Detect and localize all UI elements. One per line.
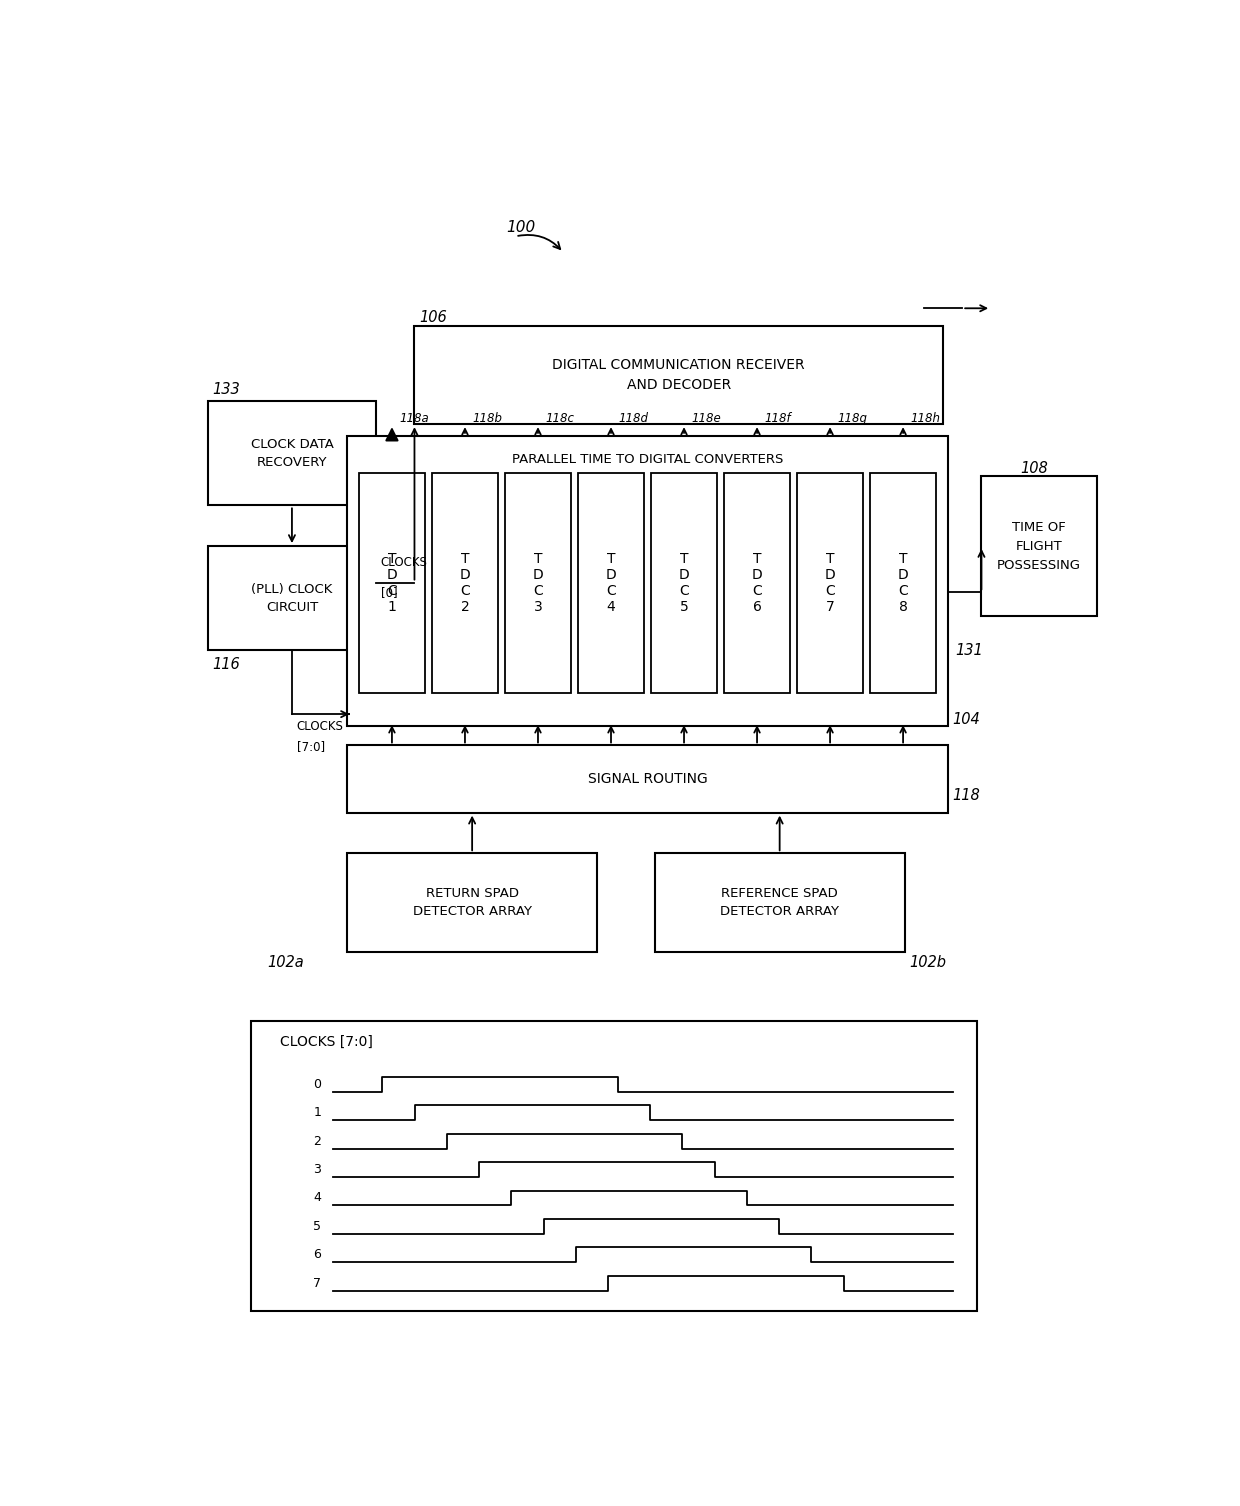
Text: SIGNAL ROUTING: SIGNAL ROUTING [588,773,707,786]
Text: 133: 133 [213,383,241,398]
FancyBboxPatch shape [347,854,596,952]
Text: REFERENCE SPAD
DETECTOR ARRAY: REFERENCE SPAD DETECTOR ARRAY [720,887,839,919]
Text: T
D
C
5: T D C 5 [678,551,689,614]
Text: 118: 118 [952,788,981,803]
Text: T
D
C
2: T D C 2 [460,551,470,614]
Text: 118g: 118g [838,413,868,425]
Text: 118e: 118e [692,413,722,425]
Text: 118f: 118f [765,413,791,425]
Text: T
D
C
3: T D C 3 [533,551,543,614]
Text: TIME OF
FLIGHT
POSSESSING: TIME OF FLIGHT POSSESSING [997,521,1081,571]
Text: 102b: 102b [909,955,946,970]
FancyBboxPatch shape [250,1021,977,1312]
FancyBboxPatch shape [505,473,572,693]
Text: 131: 131 [956,643,983,658]
Text: 0: 0 [314,1078,321,1090]
Text: T
D
C
6: T D C 6 [751,551,763,614]
FancyBboxPatch shape [578,473,645,693]
Text: 118b: 118b [472,413,502,425]
FancyBboxPatch shape [655,854,905,952]
Text: 1: 1 [314,1107,321,1119]
Text: [7:0]: [7:0] [296,739,325,753]
Text: 108: 108 [1019,461,1048,476]
FancyBboxPatch shape [414,325,944,425]
Text: 118d: 118d [619,413,649,425]
FancyBboxPatch shape [358,473,425,693]
Text: T
D
C
8: T D C 8 [898,551,909,614]
FancyBboxPatch shape [432,473,498,693]
Text: T
D
C
1: T D C 1 [387,551,397,614]
Text: 2: 2 [314,1134,321,1148]
FancyBboxPatch shape [651,473,717,693]
Text: PARALLEL TIME TO DIGITAL CONVERTERS: PARALLEL TIME TO DIGITAL CONVERTERS [512,452,784,465]
Text: 106: 106 [419,310,448,325]
Text: DIGITAL COMMUNICATION RECEIVER
AND DECODER: DIGITAL COMMUNICATION RECEIVER AND DECOD… [553,358,805,392]
Text: 118h: 118h [910,413,941,425]
FancyBboxPatch shape [870,473,936,693]
Text: CLOCK DATA
RECOVERY: CLOCK DATA RECOVERY [250,438,334,468]
Text: CLOCKS: CLOCKS [381,556,428,569]
FancyBboxPatch shape [724,473,790,693]
Text: [0]: [0] [381,586,398,599]
Text: (PLL) CLOCK
CIRCUIT: (PLL) CLOCK CIRCUIT [252,583,332,613]
Text: 118a: 118a [399,413,429,425]
FancyBboxPatch shape [208,401,376,506]
Text: 116: 116 [213,657,241,672]
FancyBboxPatch shape [347,745,947,813]
Text: 102a: 102a [267,955,304,970]
Text: 104: 104 [952,712,981,727]
FancyBboxPatch shape [208,547,376,651]
Text: 7: 7 [314,1277,321,1289]
Text: CLOCKS: CLOCKS [296,720,343,733]
Text: CLOCKS [7:0]: CLOCKS [7:0] [280,1035,373,1050]
FancyBboxPatch shape [347,435,947,726]
Text: 4: 4 [314,1191,321,1205]
Text: RETURN SPAD
DETECTOR ARRAY: RETURN SPAD DETECTOR ARRAY [413,887,532,919]
FancyBboxPatch shape [982,476,1096,616]
FancyBboxPatch shape [797,473,863,693]
Text: 100: 100 [506,220,534,235]
Text: 3: 3 [314,1163,321,1176]
Text: 118c: 118c [546,413,574,425]
Text: T
D
C
7: T D C 7 [825,551,836,614]
Text: T
D
C
4: T D C 4 [605,551,616,614]
Text: 5: 5 [314,1220,321,1233]
Text: 6: 6 [314,1248,321,1262]
